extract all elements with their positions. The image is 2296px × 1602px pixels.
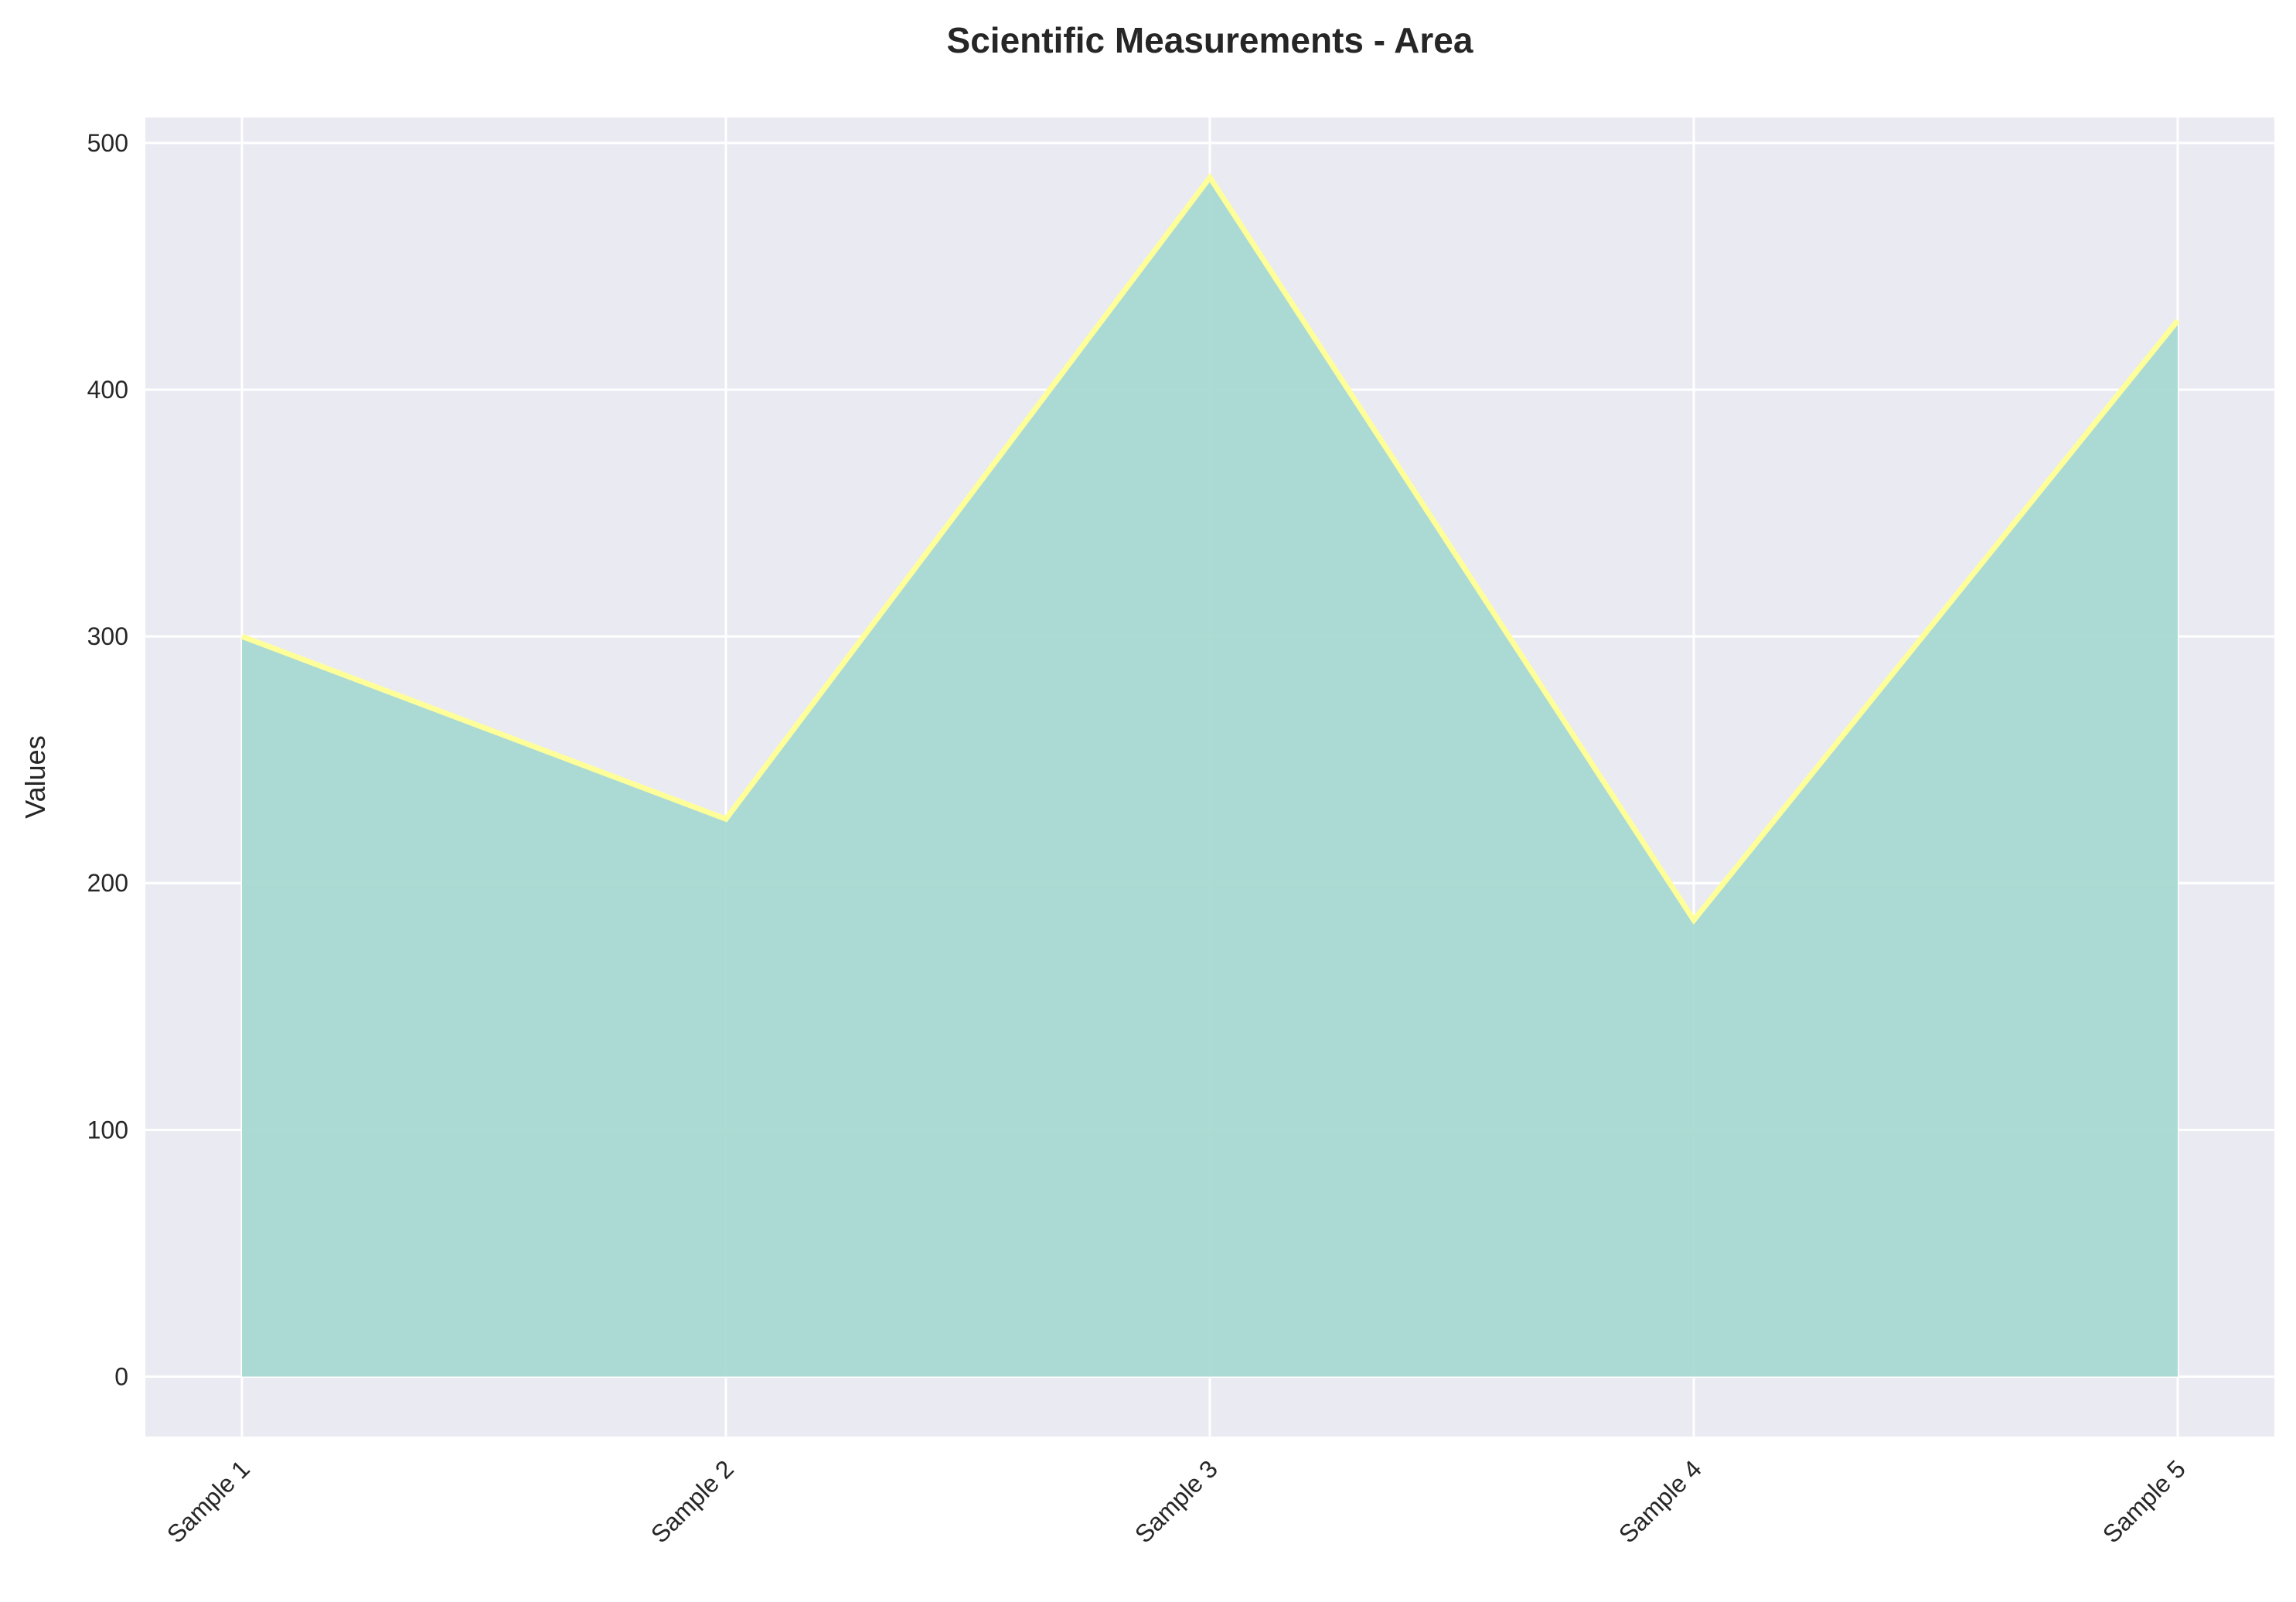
series-layer bbox=[240, 172, 2180, 1377]
x-tick-label: Sample 2 bbox=[646, 1454, 739, 1548]
chart-title: Scientific Measurements - Area bbox=[947, 20, 1473, 60]
y-tick-label: 400 bbox=[87, 376, 128, 404]
x-tick-label: Sample 4 bbox=[1613, 1454, 1707, 1548]
area-fill bbox=[242, 177, 2178, 1377]
x-tick-label: Sample 5 bbox=[2097, 1454, 2191, 1548]
y-tick-label: 100 bbox=[87, 1116, 128, 1144]
x-tick-label: Sample 3 bbox=[1129, 1454, 1223, 1548]
series-line bbox=[240, 172, 2180, 925]
x-tick-label: Sample 1 bbox=[162, 1454, 255, 1548]
y-axis-label: Values bbox=[19, 735, 51, 818]
y-tick-label: 200 bbox=[87, 869, 128, 897]
y-tick-label: 0 bbox=[114, 1362, 128, 1390]
y-tick-label: 300 bbox=[87, 622, 128, 650]
y-tick-label: 500 bbox=[87, 129, 128, 157]
